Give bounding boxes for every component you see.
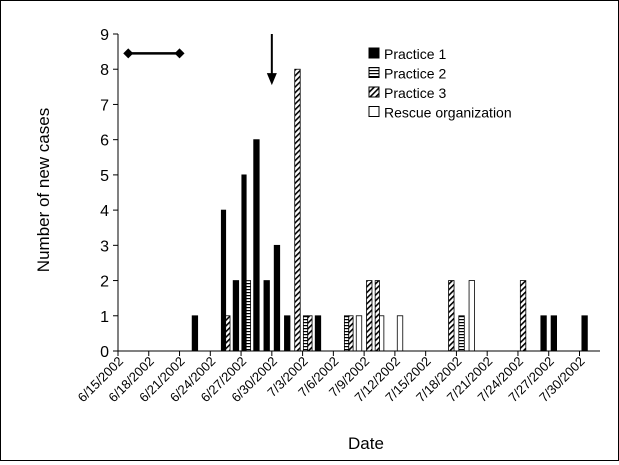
diamond-marker xyxy=(123,48,134,59)
diamond-marker xyxy=(174,48,185,59)
bar-practice-2 xyxy=(245,280,251,352)
y-axis-label: Number of new cases xyxy=(34,108,53,272)
y-tick-label: 7 xyxy=(100,97,109,114)
y-tick-label: 5 xyxy=(100,168,109,185)
legend-label: Practice 3 xyxy=(384,85,446,101)
legend-label: Practice 2 xyxy=(384,66,446,82)
y-tick-label: 4 xyxy=(100,203,109,220)
bar-practice-2 xyxy=(458,315,465,352)
legend-swatch xyxy=(368,47,380,59)
bar-practice-1 xyxy=(220,209,227,352)
bar-practice-1 xyxy=(191,315,199,352)
bar-practice-3 xyxy=(348,315,354,352)
bar-practice-1 xyxy=(314,315,322,352)
legend-swatch xyxy=(368,106,380,117)
bar-practice-2 xyxy=(302,315,309,352)
bar-practice-3 xyxy=(519,280,527,352)
bar-practice-3 xyxy=(225,315,231,352)
bar-practice-1 xyxy=(550,315,558,352)
bar-practice-3 xyxy=(374,280,380,352)
bar-practice-1 xyxy=(232,280,240,352)
bar-rescue-organization xyxy=(468,280,475,352)
y-tick-label: 2 xyxy=(100,274,109,291)
bar-practice-1 xyxy=(581,315,588,352)
y-tick-label: 1 xyxy=(100,309,109,326)
bar-practice-1 xyxy=(263,280,270,352)
bar-practice-3 xyxy=(294,68,301,352)
bar-practice-3 xyxy=(366,280,373,352)
bar-practice-1 xyxy=(284,315,291,352)
legend: Practice 1 Practice 2 Practice 3 Rescue org… xyxy=(368,46,512,121)
bar-rescue-organization xyxy=(379,315,385,352)
y-tick-label: 6 xyxy=(100,133,109,150)
bars xyxy=(191,68,588,352)
legend-label: Rescue organization xyxy=(384,105,512,121)
bar-practice-3 xyxy=(448,280,455,352)
arrow-head xyxy=(266,73,277,86)
legend-swatch xyxy=(368,67,380,78)
bar-practice-1 xyxy=(540,315,547,352)
annotations xyxy=(123,34,277,86)
y-tick-label: 0 xyxy=(100,344,109,361)
y-tick-label: 3 xyxy=(100,238,109,255)
legend-label: Practice 1 xyxy=(384,46,446,62)
bar-practice-2 xyxy=(343,315,350,352)
y-tick-label: 9 xyxy=(100,27,109,44)
bar-practice-1 xyxy=(273,244,281,352)
bar-rescue-organization xyxy=(396,315,404,352)
bar-practice-1 xyxy=(253,139,260,352)
x-axis-label: Date xyxy=(348,434,384,453)
bar-practice-1 xyxy=(241,174,247,352)
bar-practice-3 xyxy=(307,315,313,352)
legend-swatch xyxy=(368,86,380,98)
y-tick-label: 8 xyxy=(100,62,109,79)
bar-rescue-organization xyxy=(355,315,363,352)
